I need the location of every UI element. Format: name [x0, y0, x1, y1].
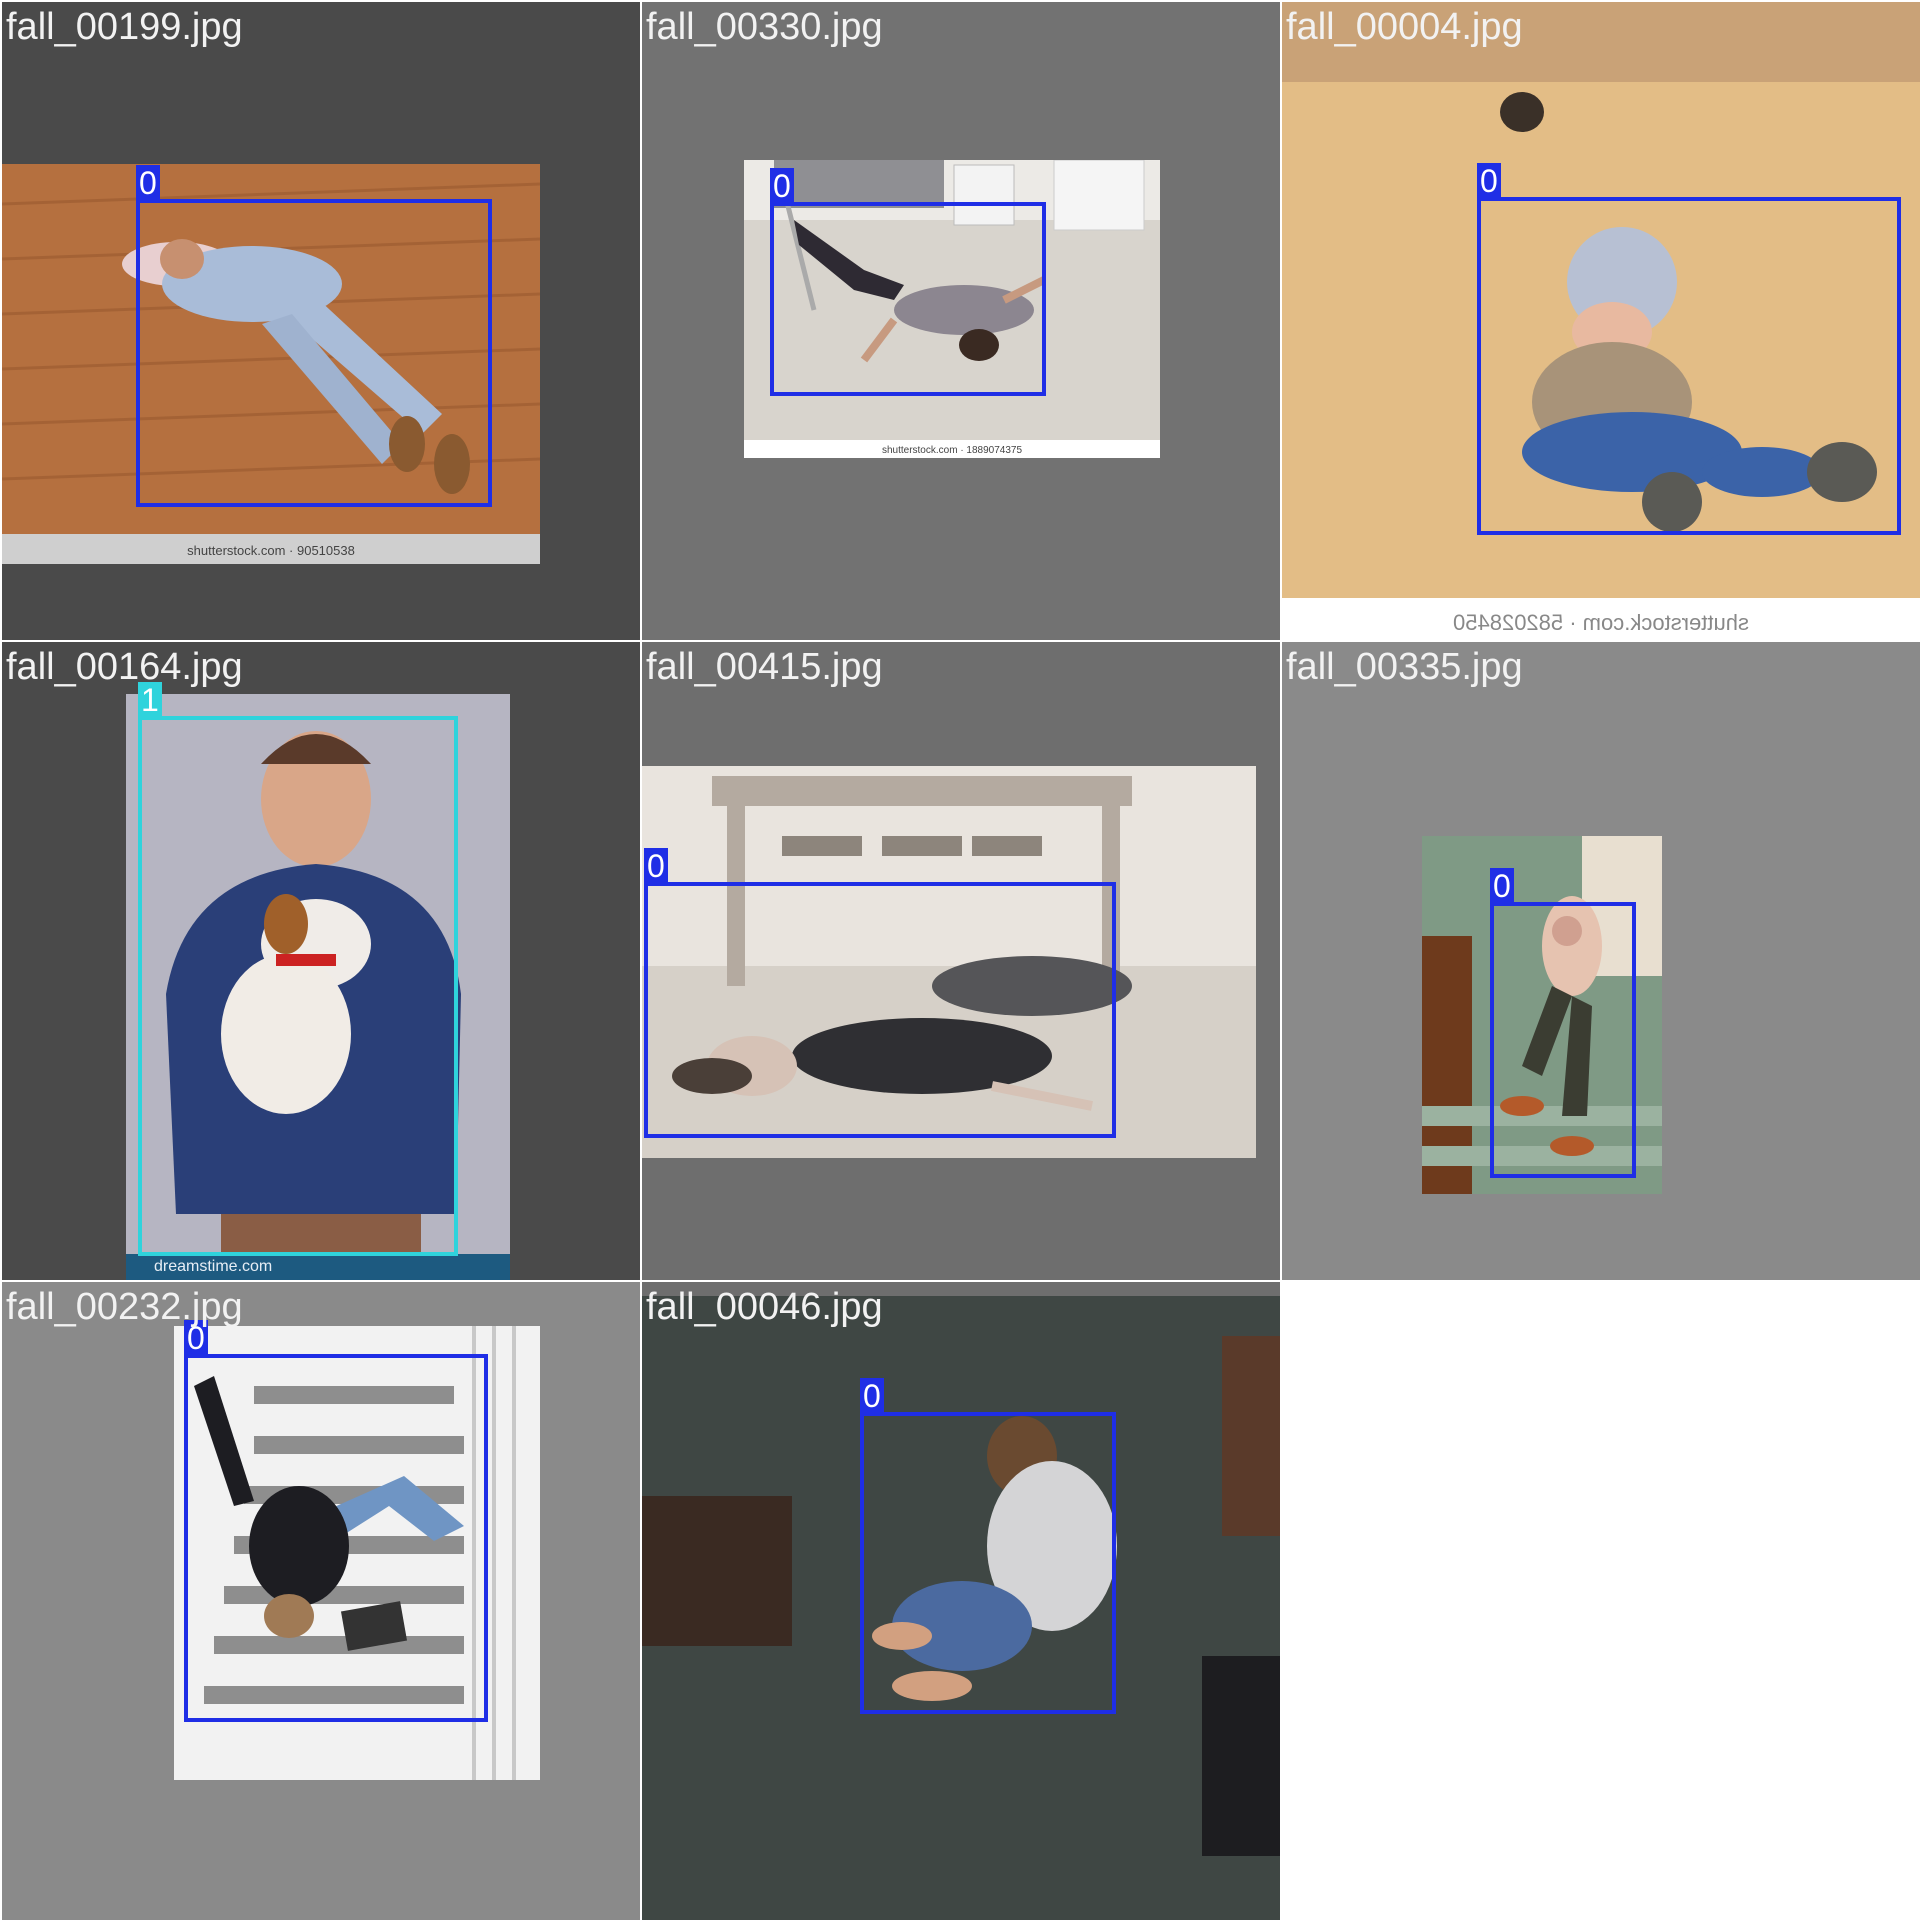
bounding-box: 1 [138, 682, 458, 1256]
tile-fall-00415: fall_00415.jpg 0 [642, 642, 1280, 1280]
tile-filename: fall_00046.jpg [646, 1286, 883, 1328]
tile-filename: fall_00164.jpg [6, 646, 243, 688]
bounding-box: 0 [1490, 868, 1636, 1178]
tile-filename: fall_00199.jpg [6, 6, 243, 48]
tile-fall-00330: fall_00330.jpg shutterstock.com · 188907… [642, 2, 1280, 640]
tile-fall-00046: fall_00046.jpg 0 [642, 1282, 1280, 1920]
tile-filename: fall_00330.jpg [646, 6, 883, 48]
tile-fall-00232: fall_00232.jpg [2, 1282, 640, 1920]
class-label: 0 [770, 168, 794, 204]
watermark: dreamstime.com [154, 1258, 273, 1275]
photo-woman-lying-under-table [642, 766, 1256, 1158]
class-label: 1 [138, 682, 162, 718]
watermark: shutterstock.com · 1889074375 [881, 445, 1023, 456]
watermark: shutterstock.com · 90510538 [187, 543, 355, 558]
photo-person-lying-on-floor: shutterstock.com · 90510538 [2, 164, 540, 564]
tile-filename: fall_00335.jpg [1286, 646, 1523, 688]
photo-man-fallen-from-ladder: shutterstock.com · 1889074375 [744, 160, 1160, 458]
bounding-box: 0 [184, 1320, 488, 1722]
bounding-box: 0 [136, 165, 492, 507]
class-label: 0 [644, 848, 668, 884]
bounding-box: 0 [860, 1378, 1116, 1714]
photo-person-sitting-on-carpet [642, 1296, 1280, 1920]
tile-filename: fall_00232.jpg [6, 1286, 243, 1328]
photo-man-fallen-down-stairs [174, 1326, 540, 1780]
class-label: 0 [1490, 868, 1514, 904]
tile-fall-00164: fall_00164.jpg dreamstime.com 1 [2, 642, 640, 1280]
bounding-box: 0 [770, 168, 1046, 396]
bounding-box: 0 [644, 848, 1116, 1138]
tile-fall-00004: fall_00004.jpg shutterstock.com · 582028… [1282, 2, 1920, 640]
tile-fall-00199: fall_00199.jpg shutterstock.com · 905105… [2, 2, 640, 640]
class-label: 0 [136, 165, 160, 201]
class-label: 0 [184, 1320, 208, 1356]
class-label: 0 [1477, 163, 1501, 199]
class-label: 0 [860, 1378, 884, 1414]
watermark: shutterstock.com · 582028450 [1453, 610, 1749, 635]
photo-man-holding-dog: dreamstime.com [126, 694, 510, 1280]
bounding-box: 0 [1477, 163, 1901, 535]
tile-fall-00335: fall_00335.jpg 0 [1282, 642, 1920, 1280]
tile-filename: fall_00415.jpg [646, 646, 883, 688]
photo-man-fallen-on-stairs [1422, 836, 1662, 1194]
tile-filename: fall_00004.jpg [1286, 6, 1523, 48]
